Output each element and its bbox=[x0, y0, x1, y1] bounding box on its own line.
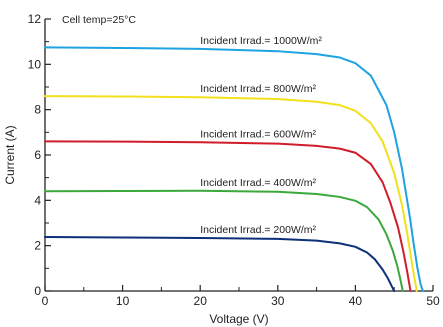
x-ticks: 0 10 20 30 40 50 bbox=[42, 285, 440, 308]
x-tick-label: 0 bbox=[42, 294, 49, 308]
x-tick-label: 30 bbox=[271, 294, 285, 308]
y-tick-label: 10 bbox=[28, 57, 42, 71]
series-label-1: Incident Irrad.= 1000W/m² bbox=[200, 35, 322, 47]
series-label-4: Incident Irrad.= 400W/m² bbox=[200, 177, 316, 189]
x-tick-label: 20 bbox=[194, 294, 208, 308]
x-axis-title: Voltage (V) bbox=[209, 312, 268, 326]
y-tick-label: 0 bbox=[34, 284, 41, 298]
series-line-2 bbox=[44, 95, 418, 292]
y-axis-title: Current (A) bbox=[3, 125, 17, 184]
y-ticks: 0 2 4 6 8 10 12 bbox=[28, 12, 51, 298]
series-line-3 bbox=[44, 140, 412, 292]
series-line-4 bbox=[44, 189, 404, 292]
series-line-5 bbox=[44, 236, 396, 292]
y-tick-label: 8 bbox=[34, 103, 41, 117]
series-label-2: Incident Irrad.= 800W/m² bbox=[200, 83, 316, 95]
axes: 0 2 4 6 8 10 12 0 10 20 30 40 50 bbox=[28, 12, 440, 308]
series-line-1 bbox=[44, 46, 424, 292]
cell-temp-annotation: Cell temp=25°C bbox=[62, 14, 136, 26]
y-tick-label: 4 bbox=[34, 193, 41, 207]
y-tick-label: 6 bbox=[34, 148, 41, 162]
series-labels: Incident Irrad.= 1000W/m² Incident Irrad.… bbox=[200, 35, 322, 236]
y-tick-label: 12 bbox=[28, 12, 42, 26]
curves bbox=[44, 46, 424, 292]
y-tick-label: 2 bbox=[34, 239, 41, 253]
x-tick-label: 10 bbox=[116, 294, 130, 308]
x-tick-label: 40 bbox=[349, 294, 363, 308]
x-tick-label: 50 bbox=[426, 294, 440, 308]
series-label-5: Incident Irrad.= 200W/m² bbox=[200, 224, 316, 236]
series-label-3: Incident Irrad.= 600W/m² bbox=[200, 128, 316, 140]
